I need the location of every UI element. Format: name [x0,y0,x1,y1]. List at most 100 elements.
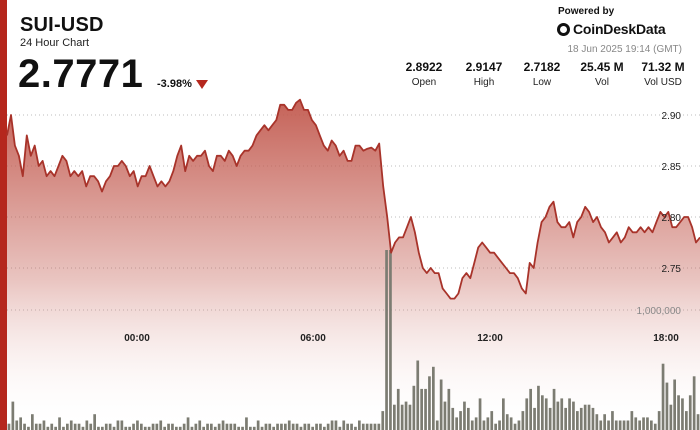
volume-bar [38,423,42,430]
stat-open: 2.8922 Open [404,60,444,88]
volume-bar [147,426,151,430]
x-tick-label: 18:00 [653,333,679,344]
volume-bar [229,423,233,430]
volume-bar [186,417,190,430]
volume-bar [517,420,521,430]
powered-by-label: Powered by [558,6,615,17]
accent-left-bar [0,0,7,430]
volume-bar [393,404,396,430]
volume-bar [101,426,104,430]
volume-bar [696,414,700,430]
volume-bar [614,420,618,430]
volume-bar [385,250,388,430]
volume-bar [361,423,365,430]
volume-bar [404,401,408,430]
volume-bar [237,426,240,430]
volume-bar [58,417,61,430]
volume-bar [19,417,22,430]
volume-bar [245,417,248,430]
volume-bar [505,414,509,430]
volume-bar [315,423,318,430]
volume-bar [42,420,46,430]
stat-high: 2.9147 High [463,60,505,88]
volume-bar [470,420,474,430]
volume-bar [268,423,272,430]
volume-bar [171,423,174,430]
volume-bar [284,423,287,430]
volume-bar [11,401,15,430]
volume-bar [544,398,548,430]
volume-bar [591,407,595,430]
volume-bar [626,420,630,430]
volume-bar [548,407,552,430]
volume-bar [233,423,237,430]
volume-bar [260,426,264,430]
volume-bar [447,388,451,430]
volume-bar [358,420,361,430]
volume-bar [533,407,536,430]
volume-bar [634,417,638,430]
volume-bar [482,420,486,430]
volume-bar [73,423,77,430]
volume-bar [396,388,400,430]
volume-bars [7,250,700,430]
volume-bar [443,401,447,430]
volume-bar [69,420,73,430]
volume-bar [34,423,38,430]
stat-label: Vol USD [644,77,682,88]
volume-bar [354,426,357,430]
volume-bar [167,423,170,430]
stat-label: Vol [595,77,609,88]
stat-value: 2.8922 [405,60,443,74]
volume-bar [326,423,330,430]
price-line [6,98,700,300]
volume-bar [124,426,128,430]
volume-bar [112,426,116,430]
volume-bar [685,411,688,430]
volume-bar [276,423,279,430]
volume-bar [338,426,342,430]
stat-value: 2.7182 [523,60,561,74]
volume-bar [295,423,299,430]
volume-bar [525,398,529,430]
volume-bar [116,420,120,430]
volume-bar [50,423,54,430]
volume-bar [611,411,614,430]
volume-bar [564,407,567,430]
volume-bar [369,423,373,430]
volume-bar [346,423,349,430]
stat-label: High [473,77,495,88]
current-price: 2.7771 [18,52,144,96]
volume-bar [412,385,416,430]
volume-bar [498,420,501,430]
x-tick-label: 12:00 [477,333,503,344]
volume-bar [494,423,497,430]
volume-bar [408,404,412,430]
volume-bar [151,423,155,430]
volume-bar [225,423,229,430]
volume-bar [599,420,603,430]
volume-bar [439,379,443,430]
volume-bar [692,376,696,430]
volume-bar [54,426,57,430]
stat-label: Low [532,77,552,88]
volume-bar [630,411,634,430]
stat-value: 71.32 M [641,60,685,74]
y-tick-label: 2.75 [662,264,682,275]
volume-bar [642,417,645,430]
brand-logo[interactable]: CoinDeskData [557,21,666,37]
stat-value: 25.45 M [580,60,624,74]
volume-bar [323,426,326,430]
volume-bar [299,426,303,430]
volume-bar [221,420,225,430]
volume-bar [93,414,96,430]
volume-bar [568,398,571,430]
volume-bar [15,420,19,430]
volume-bar [420,388,423,430]
volume-bar [108,423,112,430]
down-triangle-icon [196,80,208,89]
volume-bar [560,398,564,430]
y-tick-label: 2.85 [662,162,682,173]
volume-bar [77,423,81,430]
